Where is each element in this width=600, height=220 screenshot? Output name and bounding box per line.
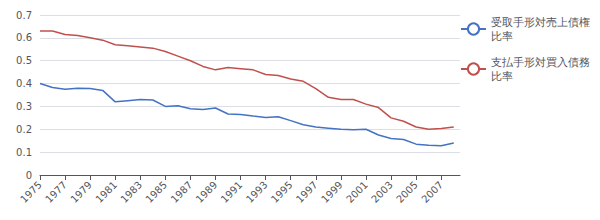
svg-text:1995: 1995 xyxy=(269,179,295,205)
svg-text:1977: 1977 xyxy=(43,179,69,205)
svg-text:2001: 2001 xyxy=(344,179,370,205)
svg-text:1993: 1993 xyxy=(244,179,270,205)
svg-text:0: 0 xyxy=(26,170,32,181)
svg-text:2003: 2003 xyxy=(369,179,395,205)
svg-text:比率: 比率 xyxy=(491,30,513,43)
svg-text:0.7: 0.7 xyxy=(16,10,32,21)
svg-text:比率: 比率 xyxy=(491,70,513,83)
svg-text:0.5: 0.5 xyxy=(16,55,32,66)
svg-text:1981: 1981 xyxy=(93,179,119,205)
svg-text:支払手形対買入債務: 支払手形対買入債務 xyxy=(491,56,590,69)
svg-text:2005: 2005 xyxy=(394,179,420,205)
svg-text:1991: 1991 xyxy=(219,179,245,205)
svg-text:1979: 1979 xyxy=(68,179,94,205)
svg-text:1987: 1987 xyxy=(169,179,195,205)
svg-text:1989: 1989 xyxy=(194,179,220,205)
svg-text:2007: 2007 xyxy=(419,179,445,205)
svg-text:1997: 1997 xyxy=(294,179,320,205)
svg-text:0.4: 0.4 xyxy=(16,78,32,89)
svg-text:0.6: 0.6 xyxy=(16,32,32,43)
svg-text:0.3: 0.3 xyxy=(16,101,32,112)
svg-text:1985: 1985 xyxy=(144,179,170,205)
svg-text:1983: 1983 xyxy=(118,179,144,205)
svg-text:受取手形対売上債権: 受取手形対売上債権 xyxy=(491,16,590,29)
svg-text:0.1: 0.1 xyxy=(16,147,32,158)
svg-text:1975: 1975 xyxy=(18,179,44,205)
svg-text:0.2: 0.2 xyxy=(16,124,32,135)
svg-text:1999: 1999 xyxy=(319,179,345,205)
